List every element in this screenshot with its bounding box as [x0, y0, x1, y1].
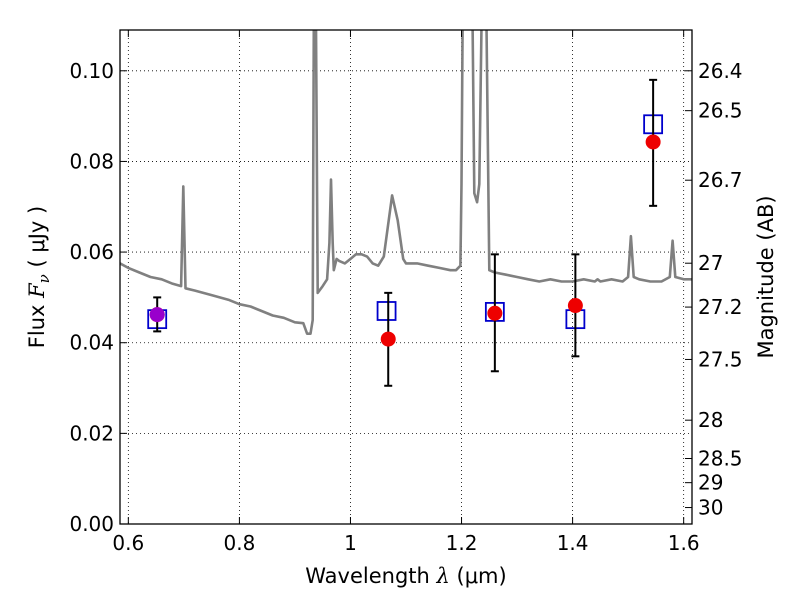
right-tick-label: 26.4	[698, 59, 743, 83]
right-tick-label: 28.5	[698, 446, 743, 470]
right-tick-label: 29	[698, 471, 723, 495]
y-tick-label: 0.00	[69, 512, 114, 536]
y-tick-label: 0.08	[69, 149, 114, 173]
right-tick-label: 26.7	[698, 168, 743, 192]
plot-frame	[119, 29, 693, 525]
model-square	[376, 301, 397, 321]
x-tick-label: 1.4	[557, 531, 589, 555]
x-tick-label: 1.6	[668, 531, 700, 555]
right-tick-label: 28	[698, 408, 723, 432]
right-axis-label: Magnitude (AB)	[754, 195, 778, 358]
right-tick-label: 27.2	[698, 295, 743, 319]
data-point	[149, 307, 165, 323]
x-tick-label: 1	[344, 531, 357, 555]
data-point	[645, 134, 661, 150]
right-tick-label: 30	[698, 496, 723, 520]
right-tick-label: 27.5	[698, 347, 743, 371]
data-point	[380, 331, 396, 347]
data-point	[487, 305, 503, 321]
x-tick-label: 1.2	[446, 531, 478, 555]
right-tick-label: 26.5	[698, 99, 743, 123]
data-point	[567, 298, 583, 314]
plot-area	[120, 30, 692, 387]
plot-background	[120, 30, 692, 524]
x-axis-label: Wavelength λ (μm)	[305, 564, 506, 588]
y-tick-label: 0.10	[69, 59, 114, 83]
y-tick-label: 0.06	[69, 240, 114, 264]
y-tick-label: 0.02	[69, 421, 114, 445]
axis-ticks: 0.6 0.8 1 1.2 1.4 1.6 0.00 0.02 0.04 0.06 0.08 0.10…	[69, 30, 743, 555]
y-axis-label: Flux Fν ( μJy )	[25, 206, 53, 348]
x-tick-label: 0.8	[223, 531, 255, 555]
x-tick-label: 0.6	[112, 531, 144, 555]
model-spectrum-line	[120, 30, 692, 335]
right-tick-label: 27	[698, 251, 723, 275]
y-tick-label: 0.04	[69, 331, 114, 355]
observed-photometry-points	[149, 134, 661, 347]
